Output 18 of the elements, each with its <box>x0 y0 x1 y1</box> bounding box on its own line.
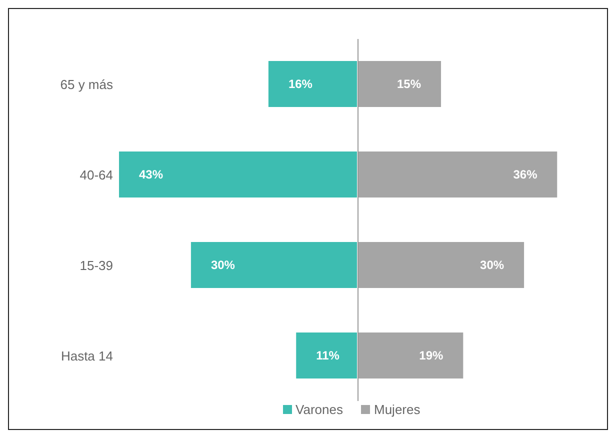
data-label: 15% <box>397 77 422 92</box>
legend-label: Mujeres <box>374 402 420 417</box>
y-tick-label: 40-64 <box>80 167 113 182</box>
data-label: 16% <box>288 77 313 91</box>
data-label: 30% <box>210 258 236 272</box>
y-tick-label: Hasta 14 <box>60 348 113 364</box>
data-label: 43% <box>139 168 164 182</box>
data-label: 36% <box>513 168 538 182</box>
bar <box>296 332 357 378</box>
data-label: 19% <box>419 348 444 362</box>
data-label: 30% <box>480 258 504 272</box>
bar <box>190 242 357 288</box>
bar <box>268 61 357 107</box>
bar <box>119 152 357 198</box>
y-tick-label: 65 y más <box>60 76 114 92</box>
legend-label: Varones <box>296 402 343 417</box>
data-label: 11% <box>316 348 340 362</box>
y-tick-label: 15-39 <box>80 258 113 273</box>
